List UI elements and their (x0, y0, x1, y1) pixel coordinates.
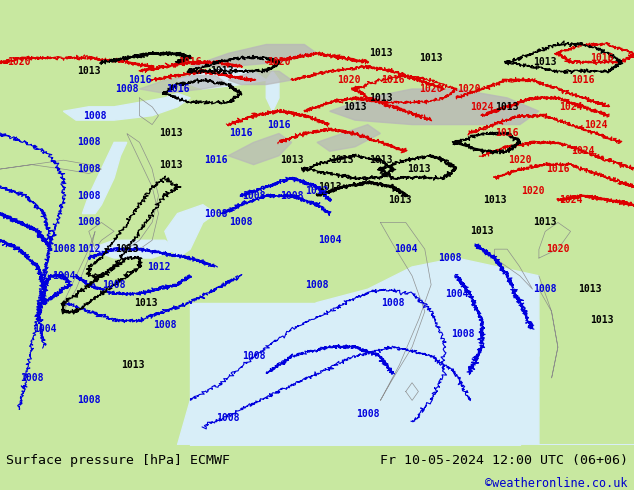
Text: 1008: 1008 (438, 253, 462, 263)
Text: 1020: 1020 (419, 84, 443, 94)
Text: 1020: 1020 (508, 155, 532, 165)
Text: 1013: 1013 (578, 284, 602, 294)
Text: 1013: 1013 (482, 195, 507, 205)
Polygon shape (178, 67, 266, 89)
Text: 1012: 1012 (146, 262, 171, 272)
Polygon shape (139, 75, 228, 94)
Text: 1008: 1008 (204, 209, 228, 219)
Text: 1008: 1008 (381, 297, 405, 308)
Text: 1008: 1008 (102, 280, 126, 290)
Polygon shape (228, 71, 292, 85)
Text: 1013: 1013 (406, 164, 430, 174)
Text: 1024: 1024 (584, 120, 608, 129)
Text: 1013: 1013 (495, 102, 519, 112)
Text: 1013: 1013 (121, 360, 145, 370)
Text: 1008: 1008 (305, 280, 329, 290)
Text: 1008: 1008 (83, 111, 107, 121)
Polygon shape (82, 143, 127, 214)
Text: 1008: 1008 (77, 191, 101, 201)
Text: 1008: 1008 (51, 244, 75, 254)
Text: 1020: 1020 (546, 244, 570, 254)
Text: 1016: 1016 (178, 57, 202, 67)
Text: 1012: 1012 (77, 244, 101, 254)
Text: 1013: 1013 (387, 195, 411, 205)
Text: 1013: 1013 (134, 297, 158, 308)
Text: 1013: 1013 (368, 155, 392, 165)
Text: 1013: 1013 (533, 57, 557, 67)
Text: 1013: 1013 (330, 155, 354, 165)
Polygon shape (190, 45, 317, 67)
Text: 1008: 1008 (20, 373, 44, 383)
Text: 1013: 1013 (77, 66, 101, 76)
Text: 1004: 1004 (51, 271, 75, 281)
Text: 1008: 1008 (77, 218, 101, 227)
Text: 1016: 1016 (590, 53, 614, 63)
Text: 1024: 1024 (559, 195, 583, 205)
Text: 1013: 1013 (419, 53, 443, 63)
Text: 1024: 1024 (559, 102, 583, 112)
Polygon shape (178, 258, 539, 445)
Text: 1008: 1008 (280, 191, 304, 201)
Text: 1008: 1008 (216, 413, 240, 423)
Text: 1016: 1016 (381, 75, 405, 85)
Text: 1008: 1008 (229, 218, 253, 227)
Text: 1020: 1020 (7, 57, 31, 67)
Text: 1008: 1008 (533, 284, 557, 294)
Text: 1013: 1013 (159, 160, 183, 170)
Text: 1008: 1008 (242, 351, 266, 361)
Text: 1013: 1013 (210, 66, 234, 76)
Text: 1016: 1016 (546, 164, 570, 174)
Text: 1008: 1008 (356, 409, 380, 419)
Polygon shape (89, 240, 178, 258)
Text: 1008: 1008 (115, 84, 139, 94)
Polygon shape (330, 89, 539, 124)
Polygon shape (266, 71, 279, 111)
Text: 1016: 1016 (204, 155, 228, 165)
Polygon shape (63, 94, 190, 120)
Text: 1020: 1020 (337, 75, 361, 85)
Text: 1024: 1024 (470, 102, 494, 112)
Text: 1016: 1016 (267, 120, 291, 129)
Text: 1020: 1020 (457, 84, 481, 94)
Text: 1012: 1012 (305, 186, 329, 196)
Text: 1004: 1004 (32, 324, 56, 334)
Text: 1008: 1008 (153, 320, 177, 330)
Text: 1013: 1013 (343, 102, 367, 112)
Text: 1008: 1008 (77, 395, 101, 405)
Polygon shape (456, 312, 539, 392)
Text: 1020: 1020 (267, 57, 291, 67)
Text: 1013: 1013 (533, 218, 557, 227)
Text: 1008: 1008 (77, 137, 101, 147)
Polygon shape (178, 289, 634, 445)
Polygon shape (165, 205, 216, 258)
Text: 1024: 1024 (571, 147, 595, 156)
Text: 1020: 1020 (521, 186, 545, 196)
Text: 1016: 1016 (495, 128, 519, 139)
Text: 1004: 1004 (394, 244, 418, 254)
Text: 1013: 1013 (470, 226, 494, 236)
Text: 1013: 1013 (368, 93, 392, 103)
Text: 1013: 1013 (280, 155, 304, 165)
Text: 1008: 1008 (77, 164, 101, 174)
Text: 1008: 1008 (451, 329, 475, 339)
Text: 1016: 1016 (127, 75, 152, 85)
Text: 1013: 1013 (368, 49, 392, 58)
Text: 1004: 1004 (444, 289, 469, 298)
Text: 1013: 1013 (115, 244, 139, 254)
Text: 1013: 1013 (318, 182, 342, 192)
Text: 1016: 1016 (571, 75, 595, 85)
Text: 1008: 1008 (242, 191, 266, 201)
Text: Fr 10-05-2024 12:00 UTC (06+06): Fr 10-05-2024 12:00 UTC (06+06) (380, 454, 628, 467)
Text: Surface pressure [hPa] ECMWF: Surface pressure [hPa] ECMWF (6, 454, 230, 467)
Text: ©weatheronline.co.uk: ©weatheronline.co.uk (485, 477, 628, 490)
Polygon shape (317, 124, 380, 151)
Text: 1004: 1004 (318, 235, 342, 245)
Polygon shape (228, 133, 292, 165)
Text: 1016: 1016 (229, 128, 253, 139)
Text: 1013: 1013 (159, 128, 183, 139)
Text: 1013: 1013 (590, 316, 614, 325)
Text: 1016: 1016 (165, 84, 190, 94)
